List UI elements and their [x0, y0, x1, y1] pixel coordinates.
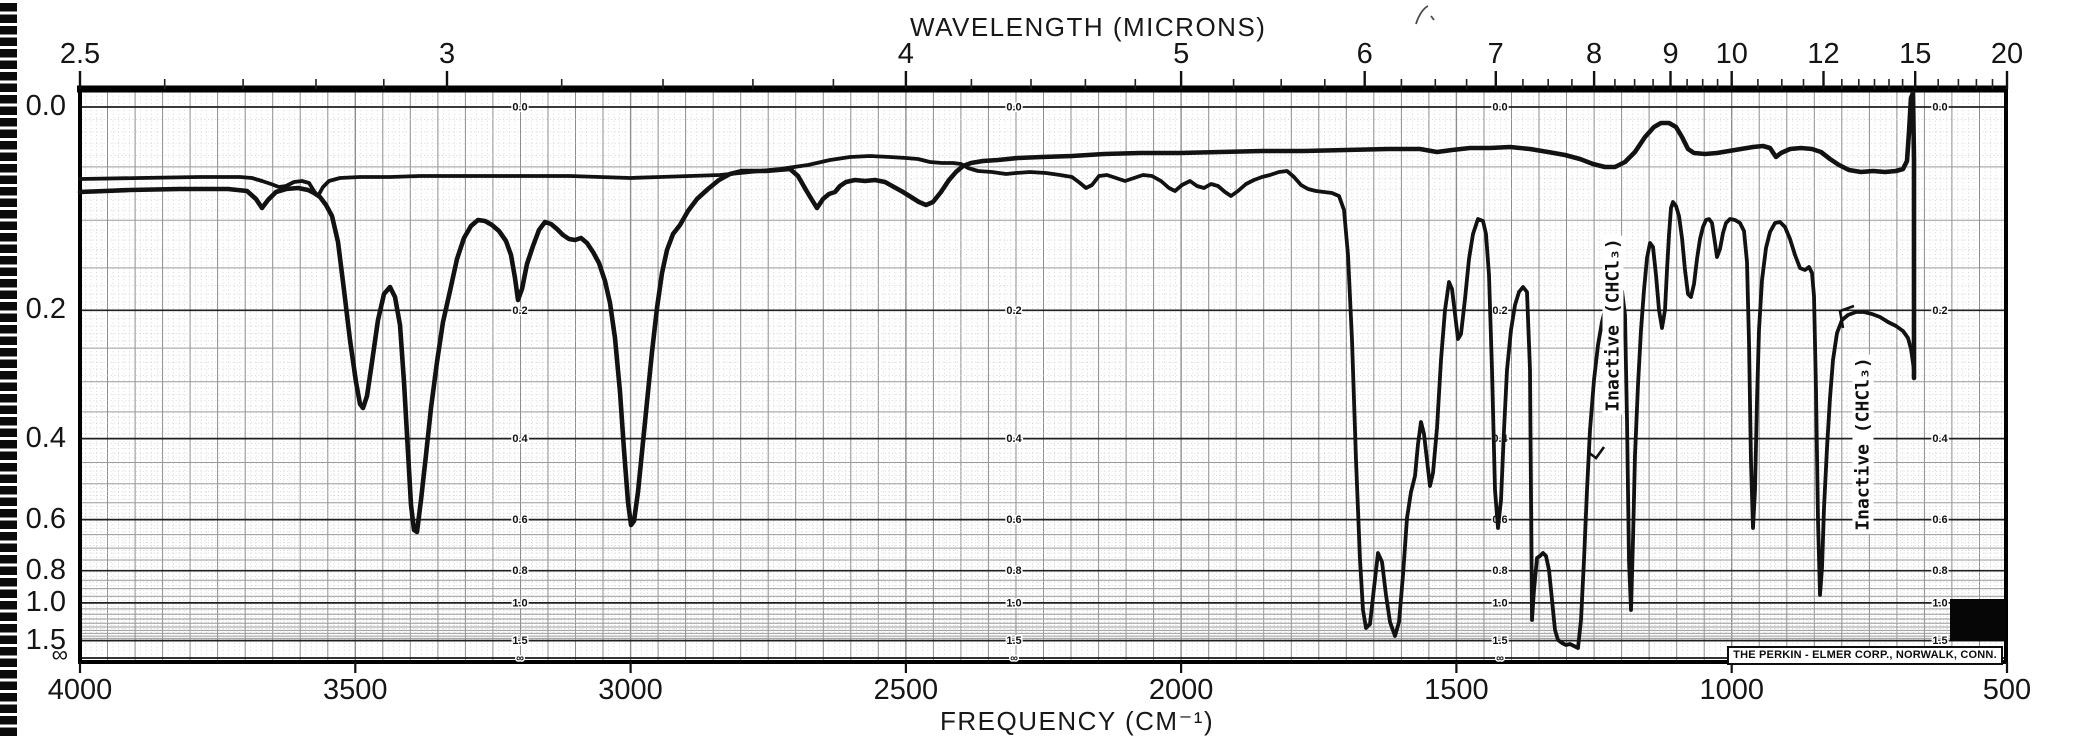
mini-scale-label: 0.8	[1492, 565, 1507, 577]
mini-scale-label: 0.6	[512, 514, 527, 526]
frequency-tick-label: 4000	[47, 674, 113, 706]
frequency-tick-label: 2500	[873, 674, 939, 706]
frequency-tick-label: 3500	[323, 674, 388, 706]
wavelength-axis-title: WAVELENGTH (MICRONS)	[910, 12, 1267, 42]
wavelength-tick-label: 15	[1899, 38, 1932, 70]
mini-scale-label: 0.8	[512, 565, 527, 577]
absorbance-tick-label: 0.6	[25, 502, 66, 535]
mini-scale-label: 0.0	[1006, 102, 1021, 114]
mini-scale-label: 1.5	[1932, 635, 1947, 647]
absorbance-tick-label: 0.2	[25, 293, 66, 326]
frequency-tick-label: 1000	[1699, 674, 1764, 706]
inactive-2-pointer	[1838, 304, 1855, 329]
mini-scale-label: 0.2	[512, 305, 527, 317]
mini-scale-label: 1.5	[512, 635, 527, 647]
mini-scale-label: 1.0	[1932, 597, 1947, 609]
absorbance-tick-label: 1.0	[25, 585, 66, 618]
frequency-tick-label: 1500	[1424, 674, 1489, 706]
wavelength-tick-label: 2.5	[59, 38, 101, 70]
mini-scale-label: 0.4	[512, 433, 528, 445]
wavelength-tick-label: 7	[1487, 38, 1504, 70]
absorbance-tick-label: 0.8	[25, 553, 66, 586]
inactive-chcl3-annotation-1: Inactive (CHCl₃)	[1602, 235, 1624, 415]
wavelength-tick-label: 5	[1173, 38, 1190, 70]
wavelength-tick-label: 4	[897, 38, 914, 70]
spectrum-run-b	[78, 154, 1916, 650]
mini-scale-label: 0.8	[1006, 565, 1021, 577]
wavelength-tick-label: 10	[1715, 38, 1748, 70]
wavelength-tick-label: 3	[438, 38, 456, 70]
mini-scale-label: 0.6	[1006, 514, 1021, 526]
absorbance-tick-label: 0.4	[25, 421, 66, 454]
mini-scale-label: 1.0	[512, 597, 527, 609]
mini-scale-label: 0.0	[1492, 102, 1507, 114]
frequency-tick-label: 3000	[598, 674, 663, 706]
mini-scale-label: 1.5	[1006, 635, 1021, 647]
film-sprocket-strip	[0, 0, 17, 736]
wavelength-tick-label: 20	[1990, 38, 2024, 70]
mini-scale-label: ∞	[516, 653, 524, 665]
mini-scale-label: ∞	[1496, 653, 1504, 665]
mini-scale-label: 0.2	[1932, 305, 1947, 317]
mini-scale-label: ∞	[1010, 653, 1018, 665]
calibration-square	[1950, 599, 2006, 641]
mini-scale-label: 0.2	[1492, 305, 1507, 317]
mini-scale-label: 0.8	[1932, 565, 1947, 577]
mini-scale-label: 1.0	[1006, 597, 1021, 609]
frequency-tick-label: 2000	[1148, 674, 1214, 706]
perkin-elmer-credit: THE PERKIN - ELMER CORP., NORWALK, CONN.	[1727, 646, 2003, 665]
mini-scale-label: 1.0	[1492, 597, 1507, 609]
frequency-tick-label: 500	[1982, 674, 2032, 706]
absorbance-tick-label: 1.5	[25, 623, 66, 656]
frequency-axis-title: FREQUENCY (CM⁻¹)	[940, 706, 1215, 736]
mini-scale-label: 0.4	[1932, 433, 1948, 445]
mini-scale-label: 0.0	[512, 102, 527, 114]
mini-scale-label: 1.5	[1492, 635, 1507, 647]
wavelength-tick-label: 6	[1356, 38, 1373, 70]
inactive-chcl3-annotation-2: Inactive (CHCl₃)	[1852, 354, 1874, 534]
inactive-1-pointer	[1587, 446, 1606, 460]
mini-scale-label: 0.2	[1006, 305, 1021, 317]
wavelength-tick-label: 8	[1585, 38, 1603, 70]
absorbance-tick-label: 0.0	[25, 90, 66, 122]
wavelength-tick-label: 9	[1662, 38, 1679, 70]
mini-scale-label: 0.4	[1006, 433, 1022, 445]
wavelength-tick-label: 12	[1807, 38, 1840, 70]
pen-scribble-mark	[1415, 5, 1435, 25]
mini-scale-label: 0.0	[1932, 102, 1947, 114]
mini-scale-label: 0.6	[1932, 514, 1947, 526]
absorbance-tick-label: ∞	[51, 641, 68, 667]
